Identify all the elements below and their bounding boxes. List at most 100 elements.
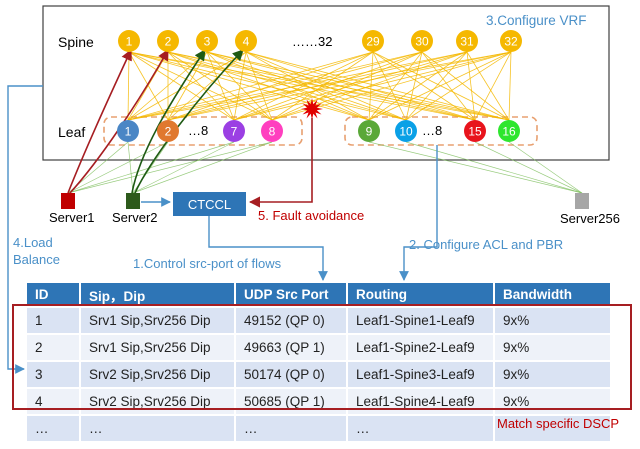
spine-node-label: 32 <box>504 35 518 49</box>
cell-id: 3 <box>27 360 81 387</box>
cell-sip-dip: Srv1 Sip,Srv256 Dip <box>81 333 236 360</box>
leaf-group-left <box>103 116 303 146</box>
cell-id: … <box>27 414 81 441</box>
spine-leaf-link <box>167 51 512 121</box>
server-leaf-link <box>132 141 273 194</box>
leaf-node-label: 7 <box>231 125 238 139</box>
leaf-node-label: 16 <box>502 125 516 139</box>
cell-sip-dip: … <box>81 414 236 441</box>
server2-label: Server2 <box>112 210 158 225</box>
leaf-node-15 <box>464 120 486 142</box>
spine-leaf-link <box>233 51 374 121</box>
server-leaf-link <box>132 141 235 194</box>
table-row: 1 Srv1 Sip,Srv256 Dip 49152 (QP 0) Leaf1… <box>27 306 610 333</box>
server-leaf-link <box>67 141 235 194</box>
leaf-node-8 <box>261 120 283 142</box>
load-balance-annotation-line2: Balance <box>13 252 60 267</box>
spine-leaf-link <box>421 51 476 121</box>
spine-node-4 <box>235 30 257 52</box>
cell-udp-src-port: 50685 (QP 1) <box>236 387 348 414</box>
spine-node-29 <box>362 30 384 52</box>
spine-leaf-link <box>127 51 247 121</box>
spine-leaf-link <box>206 51 370 121</box>
cell-routing: Leaf1-Spine2-Leaf9 <box>348 333 495 360</box>
server-leaf-link <box>474 141 583 194</box>
spine-node-label: 31 <box>460 35 474 49</box>
server1-icon <box>61 193 75 209</box>
server2-icon <box>126 193 140 209</box>
server1-label: Server1 <box>49 210 95 225</box>
header-bandwidth: Bandwidth <box>495 283 610 306</box>
spine-leaf-link <box>372 51 510 121</box>
spine-leaf-link <box>245 51 510 121</box>
server-leaf-link <box>405 141 583 194</box>
cell-bandwidth: 9x% <box>495 387 610 414</box>
spine-node-label: 30 <box>415 35 429 49</box>
spine-node-label: 3 <box>204 35 211 49</box>
spine-leaf-link <box>206 51 273 121</box>
load-balance-annotation-line1: 4.Load <box>13 235 53 250</box>
cell-bandwidth: 9x% <box>495 333 610 360</box>
spine-leaf-link <box>466 51 510 121</box>
spine-leaf-link <box>127 51 423 121</box>
spine-leaf-link <box>128 51 476 121</box>
spine-leaf-link <box>167 51 423 121</box>
spine-leaf-link <box>368 51 512 121</box>
spine-leaf-link <box>405 51 512 121</box>
spine-leaf-link <box>128 51 169 121</box>
spine-leaf-link <box>245 51 273 121</box>
control-src-port-arrow <box>208 216 328 281</box>
spine-leaf-link <box>127 51 130 121</box>
spine-leaf-link <box>233 51 468 121</box>
leaf-ellipsis-right: …8 <box>422 123 442 138</box>
leaf-node-2 <box>157 120 179 142</box>
table-row: 2 Srv1 Sip,Srv256 Dip 49663 (QP 1) Leaf1… <box>27 333 610 360</box>
cell-bandwidth <box>495 414 610 441</box>
spine-leaf-link <box>167 51 370 121</box>
leaf-node-16 <box>498 120 520 142</box>
cell-bandwidth: 9x% <box>495 306 610 333</box>
fault-avoidance-arrow <box>248 118 313 208</box>
cell-id: 2 <box>27 333 81 360</box>
server2-path-to-spine3 <box>131 49 206 194</box>
leaf-nodes: 1 2 7 8 9 10 15 16 <box>117 120 520 142</box>
leaf-node-label: 15 <box>468 125 482 139</box>
header-sip-dip: Sip，Dip <box>81 283 236 306</box>
cell-routing: Leaf1-Spine1-Leaf9 <box>348 306 495 333</box>
spine-leaf-link <box>474 51 512 121</box>
leaf-node-10 <box>395 120 417 142</box>
leaf-node-label: 1 <box>125 125 132 139</box>
spine-leaf-link <box>206 51 407 121</box>
leaf-group-right <box>344 116 538 146</box>
cell-bandwidth: 9x% <box>495 360 610 387</box>
spine-node-2 <box>157 30 179 52</box>
cell-routing: … <box>348 414 495 441</box>
header-udp-src-port: UDP Src Port <box>236 283 348 306</box>
spine-leaf-link <box>127 51 468 121</box>
ctccl-controller-box <box>173 192 246 216</box>
leaf-node-9 <box>358 120 380 142</box>
server-leaf-link <box>67 141 273 194</box>
server-leaf-link <box>368 141 583 194</box>
table-row: 3 Srv2 Sip,Srv256 Dip 50174 (QP 0) Leaf1… <box>27 360 610 387</box>
spine-leaf-link <box>508 51 512 121</box>
leaf-node-1 <box>117 120 139 142</box>
spine-leaf-link <box>167 51 247 121</box>
leaf-node-7 <box>223 120 245 142</box>
spine-leaf-link <box>245 51 370 121</box>
spine-node-label: 2 <box>165 35 172 49</box>
server-leaf-links <box>67 141 583 194</box>
server256-icon <box>575 193 589 209</box>
spine-nodes: 1 2 3 4 29 30 31 32 <box>118 30 522 52</box>
spine-leaf-link <box>127 51 169 121</box>
leaf-node-label: 2 <box>165 125 172 139</box>
spine-leaf-link <box>167 51 273 121</box>
configure-acl-pbr-annotation: 2. Configure ACL and PBR <box>409 237 563 252</box>
header-id: ID <box>27 283 81 306</box>
spine-leaf-link <box>368 51 423 121</box>
spine-node-30 <box>411 30 433 52</box>
cell-id: 1 <box>27 306 81 333</box>
spine-node-label: 29 <box>366 35 380 49</box>
cell-sip-dip: Srv2 Sip,Srv256 Dip <box>81 387 236 414</box>
